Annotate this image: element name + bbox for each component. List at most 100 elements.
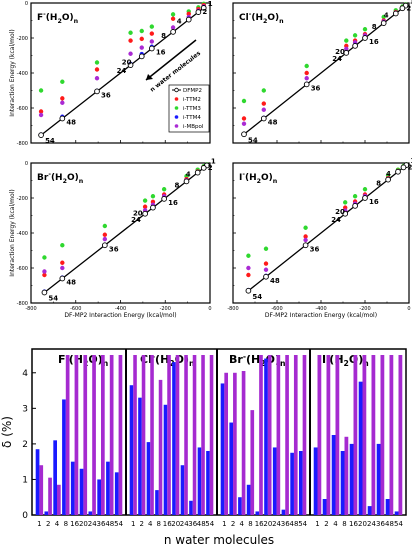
bar-ittm4-n4 — [146, 442, 151, 515]
x-tick-label: -600 — [70, 306, 81, 312]
point-i-ttm3-n20 — [139, 28, 144, 34]
x-tick-label: 54 — [394, 520, 403, 528]
bar-ittm4-n4 — [331, 435, 336, 515]
legend-entry: DFMP2 — [183, 88, 202, 94]
bar-imbpol-n2 — [326, 355, 331, 515]
x-tick-label: 2 — [231, 520, 235, 528]
bar-imbpol-n20 — [362, 355, 367, 515]
bar-ittm4-n54 — [206, 451, 210, 515]
bar-ittm4-n2 — [322, 499, 327, 515]
point-i-ttm2-n16 — [149, 31, 155, 36]
bar-imbpol-n54 — [118, 355, 123, 515]
bar-imbpol-n48 — [293, 355, 298, 515]
n-label: 2 — [208, 164, 213, 172]
x-tick-label: 16 — [349, 520, 358, 528]
bar-ittm4-n24 — [367, 506, 372, 515]
title-sup: - — [48, 171, 51, 178]
point-i-ttm3-n36 — [304, 63, 309, 69]
x-tick-label: 36 — [188, 520, 197, 528]
title-tail: O) — [261, 173, 273, 183]
point-i-mbpol-n54 — [241, 121, 247, 126]
bar-ittm4-n36 — [281, 509, 286, 515]
bar-ittm4-n8 — [340, 451, 345, 515]
x-tick-label: 36 — [97, 520, 106, 528]
point-i-ttm3-n24 — [142, 198, 148, 203]
point-i-ttm2-n4 — [186, 11, 191, 17]
bar-imbpol-n54 — [302, 355, 307, 515]
title-mol: (H — [251, 13, 263, 23]
x-tick-label: 4 — [55, 520, 60, 528]
bar-imbpol-n48 — [389, 355, 394, 515]
point-i-ttm3-n20 — [352, 33, 358, 38]
point-dfmp2-n1 — [200, 5, 207, 11]
bar-imbpol-n24 — [276, 355, 281, 515]
y-tick-label: -600 — [17, 266, 28, 272]
x-axis-label: n water molecules — [164, 533, 274, 547]
x-tick-label: 24 — [272, 520, 281, 528]
y-tick-label: -400 — [17, 71, 28, 77]
point-i-mbpol-n54 — [42, 269, 47, 274]
x-tick-label: 20 — [79, 520, 88, 528]
bar-ittm4-n1 — [313, 447, 318, 515]
point-dfmp2-n16 — [161, 196, 167, 202]
point-dfmp2-n20 — [352, 43, 358, 49]
n-label: 2 — [406, 4, 411, 12]
point-i-ttm3-n20 — [352, 194, 358, 199]
bar-imbpol-n36 — [192, 355, 197, 515]
point-dfmp2-n4 — [194, 169, 201, 176]
bar-ittm4-n8 — [155, 490, 159, 515]
bar-ittm4-n54 — [394, 511, 399, 515]
point-i-ttm3-n36 — [94, 60, 100, 65]
y-tick-label: -800 — [17, 141, 28, 147]
point-dfmp2-n36 — [303, 81, 310, 88]
section-title: F-(H2O)n — [58, 352, 108, 368]
bar-imbpol-n1 — [39, 465, 44, 515]
point-i-ttm2-n54 — [241, 116, 247, 121]
n-label: 20 — [335, 208, 345, 216]
point-i-ttm3-n24 — [344, 38, 349, 43]
bar-ittm4-n36 — [189, 500, 193, 515]
legend-entry: i-TTM4 — [183, 115, 201, 121]
panel-title: F-(H2O)n — [37, 11, 78, 25]
direction-arrow-line — [145, 39, 197, 81]
point-i-ttm3-n16 — [362, 187, 368, 192]
bar-imbpol-n8 — [65, 355, 70, 515]
point-dfmp2-n54 — [241, 131, 247, 138]
point-i-mbpol-n8 — [170, 25, 176, 30]
n-label: 16 — [156, 49, 166, 57]
n-label: 36 — [310, 245, 320, 253]
n-label: 54 — [248, 136, 258, 144]
n-label: 36 — [311, 84, 321, 92]
title-sub2: 2 — [169, 359, 174, 368]
point-dfmp2-n24 — [142, 210, 148, 217]
x-tick-label: 48 — [197, 520, 206, 528]
bar-ittm4-n48 — [106, 461, 110, 515]
n-label: 48 — [66, 279, 76, 287]
x-tick-label: 1 — [315, 520, 319, 528]
n-label: 4 — [386, 170, 391, 178]
point-i-ttm2-n48 — [60, 96, 65, 101]
bar-imbpol-n24 — [92, 355, 96, 515]
title-ion: I — [239, 173, 242, 183]
title-sup: - — [249, 11, 252, 18]
n-label: 16 — [369, 198, 379, 206]
bar-imbpol-n1 — [317, 355, 322, 515]
bar-ittm4-n36 — [376, 443, 381, 515]
point-i-ttm3-n24 — [128, 30, 133, 35]
point-i-ttm2-n48 — [263, 261, 269, 266]
x-tick-label: 16 — [163, 520, 172, 528]
bar-imbpol-n4 — [335, 355, 340, 515]
bar-ittm4-n8 — [246, 484, 251, 515]
n-label: 8 — [372, 23, 377, 31]
bar-ittm4-n2 — [44, 511, 49, 515]
bar-frame — [31, 348, 407, 516]
bar-imbpol-n4 — [241, 371, 246, 515]
n-label: 54 — [252, 293, 262, 301]
title-mol: (H — [51, 173, 63, 183]
x-tick-label: 0 — [407, 306, 410, 312]
title-sub2: 2 — [57, 18, 61, 25]
x-tick-label: -200 — [160, 306, 171, 312]
point-i-mbpol-n16 — [149, 39, 155, 44]
